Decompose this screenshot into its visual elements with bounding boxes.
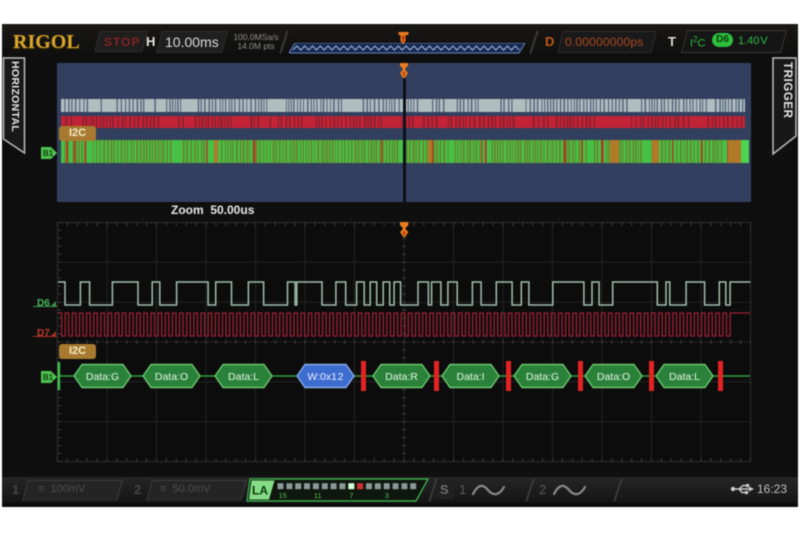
- svg-text:Data:R: Data:R: [385, 371, 418, 383]
- svg-text:7: 7: [349, 491, 353, 500]
- svg-text:Data:O: Data:O: [597, 371, 630, 383]
- svg-text:Data:L: Data:L: [669, 371, 700, 383]
- svg-text:Data:G: Data:G: [86, 371, 119, 383]
- svg-text:11: 11: [314, 491, 322, 500]
- svg-text:W:0x1 2: W:0x1 2: [307, 371, 343, 383]
- svg-text:Data:I: Data:I: [456, 371, 484, 383]
- svg-text:15: 15: [279, 491, 287, 500]
- svg-text:Data:G: Data:G: [526, 371, 559, 383]
- svg-text:B1: B1: [43, 149, 54, 158]
- svg-text:Data:O: Data:O: [155, 371, 188, 383]
- svg-text:3: 3: [385, 491, 389, 500]
- svg-text:B1: B1: [43, 373, 54, 382]
- svg-text:LA: LA: [252, 484, 268, 498]
- svg-text:Data:L: Data:L: [228, 371, 259, 383]
